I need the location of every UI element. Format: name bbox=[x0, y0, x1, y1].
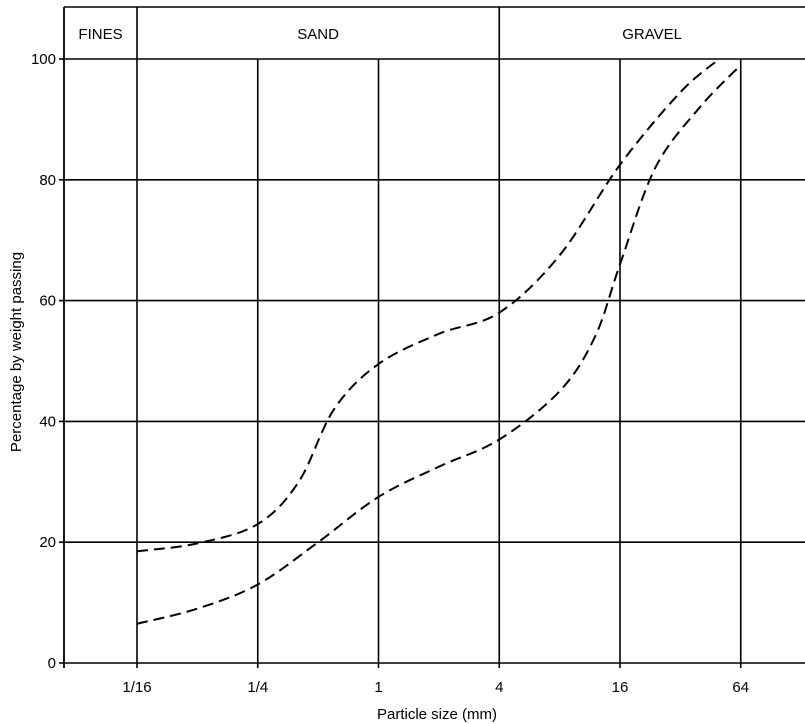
x-tick-label: 1/4 bbox=[247, 679, 268, 696]
y-tick-label: 60 bbox=[39, 293, 56, 310]
y-axis-label: Percentage by weight passing bbox=[8, 252, 25, 452]
y-tick-label: 80 bbox=[39, 172, 56, 189]
series-group bbox=[136, 58, 742, 625]
y-tick-label: 100 bbox=[31, 51, 56, 68]
x-tick-label: 64 bbox=[732, 679, 749, 696]
x-axis-label: Particle size (mm) bbox=[377, 706, 497, 723]
grading-curve-1 bbox=[136, 58, 720, 553]
grid-lines bbox=[63, 7, 805, 668]
zone-header: FINES SAND GRAVEL bbox=[64, 6, 805, 59]
zone-label: FINES bbox=[78, 26, 122, 43]
x-tick-label: 1 bbox=[374, 679, 382, 696]
x-tick-label: 16 bbox=[612, 679, 629, 696]
y-tick-label: 0 bbox=[48, 655, 56, 672]
zone-label: GRAVEL bbox=[622, 26, 682, 43]
y-tick-label: 40 bbox=[39, 413, 56, 430]
x-axis: 1/16 1/4 1 4 16 64 bbox=[122, 663, 749, 696]
grading-curve-2 bbox=[136, 64, 742, 625]
y-tick-label: 20 bbox=[39, 534, 56, 551]
zone-label: SAND bbox=[297, 26, 339, 43]
x-tick-label: 1/16 bbox=[122, 679, 151, 696]
x-tick-label: 4 bbox=[495, 679, 503, 696]
y-axis: 0 20 40 60 80 100 bbox=[31, 51, 64, 672]
